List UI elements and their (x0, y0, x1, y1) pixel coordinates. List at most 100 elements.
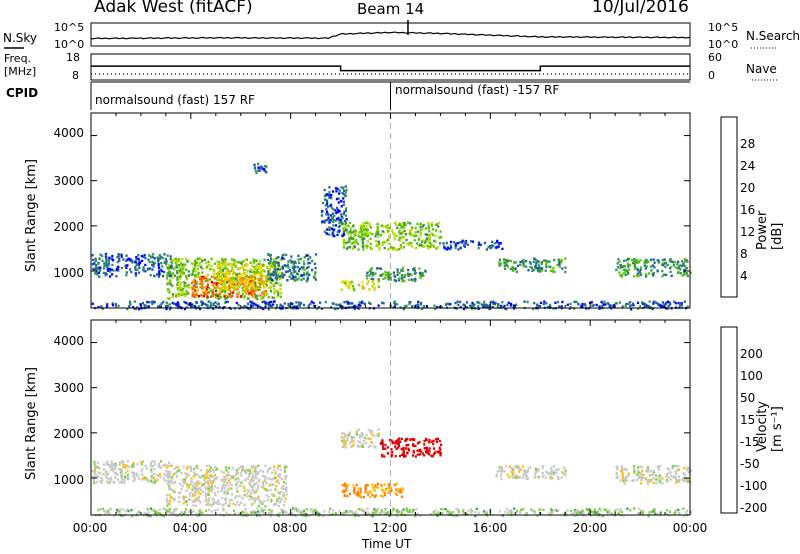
vel-data-cell (195, 497, 198, 500)
power-data-cell (292, 276, 295, 279)
power-data-cell (201, 271, 204, 274)
power-data-cell (240, 263, 243, 266)
vel-data-cell (343, 482, 346, 485)
vel-data-cell (158, 465, 161, 468)
vel-data-cell (608, 509, 611, 512)
power-data-cell (107, 258, 111, 261)
power-data-cell (600, 300, 603, 304)
vel-data-cell (253, 501, 256, 504)
vel-data-cell (101, 479, 104, 482)
vel-data-cell (259, 510, 262, 513)
power-data-cell (159, 305, 163, 309)
vel-data-cell (180, 471, 183, 475)
power-data-cell (301, 274, 304, 277)
power-data-cell (377, 228, 380, 231)
power-data-cell (400, 224, 403, 228)
power-data-cell (634, 267, 637, 270)
power-data-cell (226, 268, 229, 271)
x-axis-label: Time UT (362, 537, 412, 551)
power-data-cell (197, 268, 200, 271)
vel-data-cell (501, 469, 504, 473)
power-data-cell (506, 259, 509, 263)
power-data-cell (353, 235, 356, 239)
power-data-cell (311, 259, 314, 263)
power-data-cell (424, 270, 427, 273)
power-data-cell (670, 265, 673, 269)
vel-data-cell (346, 495, 349, 498)
power-data-cell (157, 266, 161, 270)
vel-data-cell (675, 481, 678, 484)
vel-data-cell (165, 466, 169, 469)
power-data-cell (178, 285, 181, 289)
vel-data-cell (613, 514, 617, 517)
power-data-cell (653, 261, 656, 264)
vel-data-cell (94, 476, 97, 479)
power-data-cell (213, 285, 216, 288)
vel-data-cell (649, 470, 653, 473)
vel-data-cell (96, 461, 99, 464)
power-data-cell (136, 268, 139, 271)
power-data-cell (370, 247, 374, 251)
frequency-line (91, 65, 690, 72)
power-data-cell (343, 189, 346, 192)
vel-data-cell (507, 511, 510, 515)
power-data-cell (134, 272, 137, 275)
power-data-cell (406, 274, 409, 277)
power-data-cell (117, 253, 120, 256)
power-data-cell (535, 267, 538, 270)
vel-data-cell (241, 497, 244, 500)
power-data-cell (198, 295, 201, 298)
power-data-cell (341, 216, 344, 220)
vel-data-cell (432, 442, 435, 446)
vel-data-cell (360, 432, 363, 435)
vel-data-cell (687, 480, 690, 483)
vel-data-cell (279, 468, 282, 472)
power-data-cell (314, 271, 317, 274)
power-data-cell (549, 303, 552, 307)
power-data-cell (427, 247, 430, 250)
vel-data-cell (371, 514, 374, 518)
vel-data-cell (373, 434, 376, 438)
vel-data-cell (184, 481, 187, 484)
vel-data-cell (341, 439, 344, 442)
vel-data-cell (190, 477, 193, 480)
vel-data-cell (222, 503, 225, 506)
vel-data-cell (196, 467, 199, 470)
power-data-cell (660, 305, 663, 308)
vel-data-cell (185, 503, 189, 507)
vel-data-cell (637, 471, 640, 474)
vel-data-cell (454, 514, 457, 518)
vel-data-cell (172, 512, 175, 516)
power-data-cell (194, 263, 197, 266)
vel-data-cell (207, 491, 210, 495)
power-data-cell (133, 267, 137, 270)
power-data-cell (98, 269, 101, 273)
power-data-cell (306, 276, 309, 279)
power-data-cell (259, 264, 262, 268)
power-data-cell (256, 265, 259, 268)
vel-data-cell (297, 508, 300, 512)
vel-data-cell (564, 474, 567, 477)
vel-data-cell (230, 493, 234, 496)
power-data-cell (277, 293, 280, 297)
vel-data-cell (215, 467, 218, 471)
vel-data-cell (227, 473, 230, 477)
power-data-cell (239, 277, 242, 280)
vel-data-cell (345, 489, 348, 492)
vel-data-cell (432, 439, 435, 443)
vel-data-cell (366, 483, 369, 487)
vel-data-cell (621, 474, 624, 477)
vel-data-cell (297, 510, 300, 513)
power-data-cell (105, 263, 108, 266)
vel-data-cell (168, 493, 171, 497)
vel-data-cell (498, 510, 501, 513)
power-data-cell (313, 304, 316, 308)
vel-data-cell (677, 475, 680, 478)
power-data-cell (548, 260, 551, 263)
vel-data-cell (240, 501, 243, 505)
vel-data-cell (150, 468, 153, 471)
power-data-cell (228, 282, 231, 285)
vel-data-cell (412, 508, 415, 512)
vel-data-cell (182, 465, 185, 469)
power-data-cell (628, 263, 632, 267)
